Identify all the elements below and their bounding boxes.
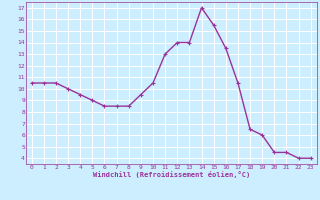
X-axis label: Windchill (Refroidissement éolien,°C): Windchill (Refroidissement éolien,°C) xyxy=(92,171,250,178)
